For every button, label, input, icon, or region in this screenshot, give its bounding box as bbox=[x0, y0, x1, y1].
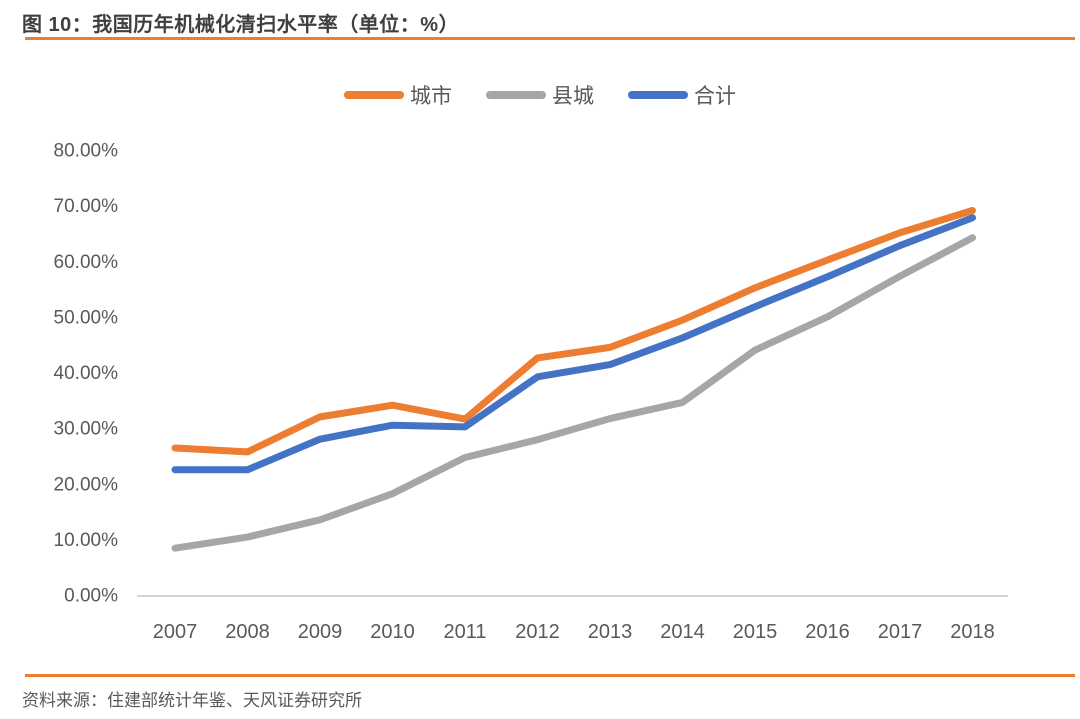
x-axis-tick-label: 2014 bbox=[660, 621, 705, 643]
legend-item-1: 城市 bbox=[344, 80, 452, 110]
x-axis-tick-label: 2010 bbox=[370, 621, 415, 643]
y-axis-tick-label: 40.00% bbox=[54, 363, 119, 384]
x-axis-tick-label: 2017 bbox=[878, 621, 923, 643]
x-axis-tick-label: 2018 bbox=[950, 621, 995, 643]
legend-label: 县城 bbox=[552, 85, 594, 108]
y-axis-tick-label: 0.00% bbox=[64, 586, 118, 607]
x-axis-tick-label: 2008 bbox=[225, 621, 270, 643]
legend-line-swatch bbox=[628, 91, 688, 99]
legend-item-2: 县城 bbox=[486, 80, 594, 110]
x-axis-tick-label: 2009 bbox=[298, 621, 343, 643]
y-axis-tick-label: 70.00% bbox=[54, 196, 119, 217]
chart-legend: 城市 县城 合计 bbox=[0, 80, 1080, 110]
x-axis-tick-label: 2012 bbox=[515, 621, 560, 643]
chart-figure-title: 图 10：我国历年机械化清扫水平率（单位：%） bbox=[22, 14, 460, 36]
legend-line-swatch bbox=[486, 91, 546, 99]
y-axis-tick-label: 60.00% bbox=[54, 252, 119, 273]
x-axis-tick-label: 2007 bbox=[153, 621, 198, 643]
y-axis-tick-label: 10.00% bbox=[54, 530, 119, 551]
y-axis-tick-label: 20.00% bbox=[54, 474, 119, 495]
x-axis-tick-label: 2011 bbox=[443, 621, 486, 643]
line-chart: 0.00% 10.00% 20.00% 30.00% 40.00% 50.00% 60.00… bbox=[54, 141, 1008, 643]
y-axis-tick-label: 80.00% bbox=[54, 141, 119, 162]
series-line-2 bbox=[171, 234, 976, 552]
footer-top-rule bbox=[25, 674, 1075, 677]
source-note: 资料来源：住建部统计年鉴、天风证券研究所 bbox=[22, 691, 362, 710]
y-axis-tick-label: 50.00% bbox=[54, 307, 119, 328]
legend-item-3: 合计 bbox=[628, 80, 736, 110]
x-axis-tick-label: 2015 bbox=[733, 621, 778, 643]
x-axis-tick-label: 2013 bbox=[588, 621, 633, 643]
x-axis-tick-label: 2016 bbox=[805, 621, 850, 643]
title-underline-rule bbox=[25, 37, 1075, 40]
series-line-1 bbox=[171, 207, 976, 456]
legend-label: 城市 bbox=[410, 85, 452, 108]
legend-line-swatch bbox=[344, 91, 404, 99]
legend-label: 合计 bbox=[694, 85, 736, 108]
series-line-3 bbox=[171, 214, 976, 474]
y-axis-tick-label: 30.00% bbox=[54, 419, 119, 440]
